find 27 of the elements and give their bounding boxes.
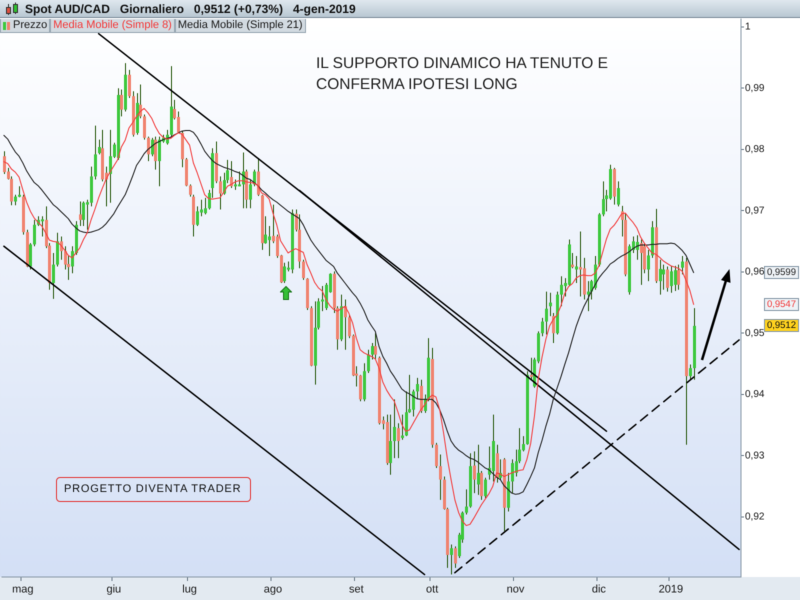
x-tick-label: giu (106, 584, 122, 596)
legend-label: Prezzo (13, 19, 48, 32)
y-tick-label: 0,95 (745, 328, 765, 339)
y-tick-label: 0,92 (745, 512, 765, 523)
annotation: PROGETTO DIVENTA TRADER (56, 477, 252, 502)
x-tick-label: ott (426, 584, 438, 596)
x-tick-label: nov (506, 584, 525, 596)
x-tick-label: 2019 (658, 584, 684, 596)
chart-title: Spot AUD/CAD Giornaliero 0,9512 (+0,73%) 4-gen-2019 (25, 2, 356, 16)
y-tick-label: 1 (745, 22, 751, 33)
text: 0,9512 (764, 319, 799, 332)
annotation: IL SUPPORTO DINAMICO HA TENUTO E CONFERMA IPOTESI LONG (316, 54, 609, 95)
y-tick-label: 0,96 (745, 266, 765, 278)
x-tick-label: dic (592, 584, 606, 596)
text: 0,9599 (764, 266, 799, 280)
y-tick-label: 0,97 (745, 205, 765, 216)
text: Media Mobile (Simple 8) (53, 19, 172, 32)
x-tick-label: lug (182, 584, 197, 596)
y-tick-label: 0,98 (745, 144, 765, 156)
x-tick-label: ago (264, 584, 282, 596)
text: Media Mobile (Simple 21) (178, 19, 303, 32)
x-tick-label: mag (12, 584, 34, 596)
x-tick-label: set (348, 584, 364, 596)
text: 0,9547 (764, 298, 799, 311)
y-tick-label: 0,99 (745, 82, 765, 94)
y-tick-label: 0,93 (745, 450, 765, 462)
y-tick-label: 0,94 (745, 389, 765, 400)
